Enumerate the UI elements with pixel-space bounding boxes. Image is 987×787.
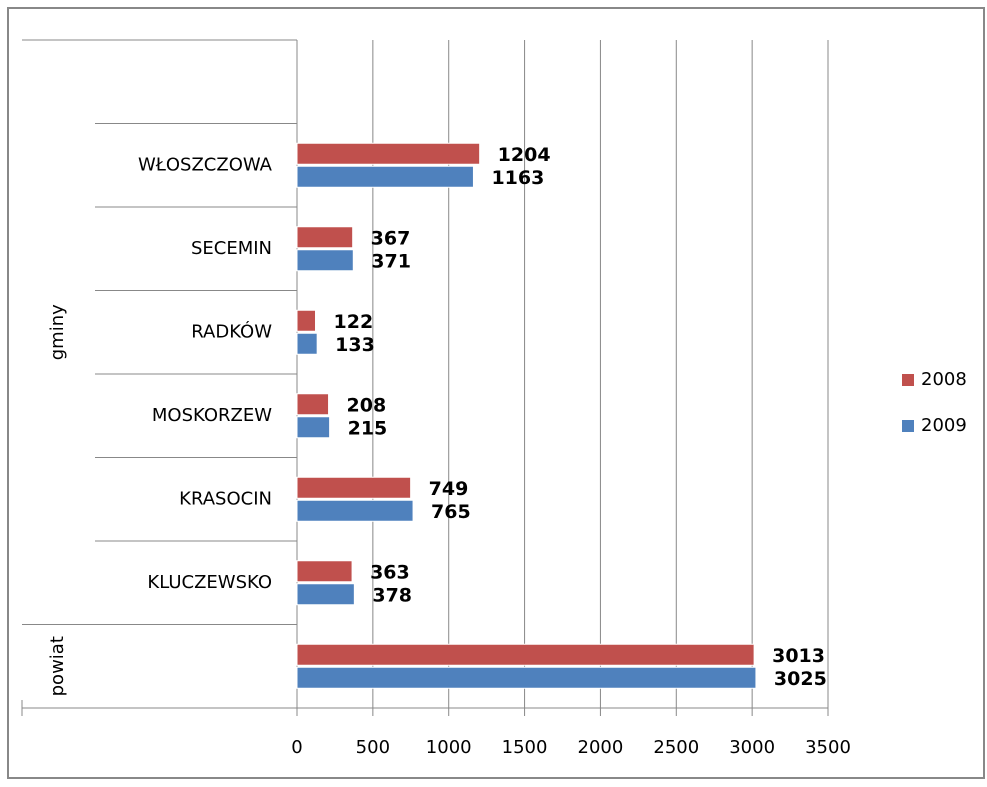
- data-label: 1163: [491, 167, 544, 189]
- data-label: 367: [371, 227, 411, 249]
- legend-swatch: [902, 374, 914, 386]
- x-tick-label: 0: [291, 737, 302, 758]
- x-tick-label: 500: [356, 737, 390, 758]
- data-label: 3025: [774, 668, 827, 690]
- bar: [296, 249, 354, 272]
- data-label: 122: [334, 311, 374, 333]
- bar: [296, 499, 414, 522]
- y-tick-label: SECEMIN: [191, 238, 272, 259]
- bar: [296, 476, 412, 499]
- x-tick-label: 1500: [502, 737, 548, 758]
- x-tick-label: 2000: [578, 737, 624, 758]
- x-tick-label: 2500: [653, 737, 699, 758]
- x-tick-label: 1000: [426, 737, 472, 758]
- bar: [296, 332, 318, 355]
- y-tick-label: KLUCZEWSKO: [147, 572, 272, 593]
- legend-label: 2008: [921, 369, 967, 390]
- data-label: 378: [372, 584, 412, 606]
- data-label: 3013: [772, 645, 825, 667]
- y-tick-label: WŁOSZCZOWA: [138, 154, 273, 175]
- bar: [296, 309, 317, 332]
- data-label: 765: [431, 501, 471, 523]
- bar: [296, 416, 331, 439]
- x-tick-label: 3500: [805, 737, 851, 758]
- bar: [296, 643, 755, 666]
- bar: [296, 165, 474, 188]
- data-label: 208: [347, 394, 387, 416]
- bar: [296, 666, 757, 689]
- bar: [296, 560, 353, 583]
- x-tick-label: 3000: [729, 737, 775, 758]
- y-tick-label: KRASOCIN: [179, 488, 272, 509]
- y-tick-label: RADKÓW: [191, 320, 272, 342]
- data-label: 1204: [498, 144, 551, 166]
- group-label: powiat: [47, 636, 68, 696]
- legend-swatch: [902, 420, 914, 432]
- data-label: 215: [348, 417, 388, 439]
- bar: [296, 393, 330, 416]
- group-label: gminy: [47, 304, 68, 360]
- data-label: 371: [371, 250, 411, 272]
- data-label: 133: [335, 334, 375, 356]
- y-tick-label: MOSKORZEW: [152, 405, 272, 426]
- bar: [296, 583, 355, 606]
- bar: [296, 142, 481, 165]
- data-label: 749: [429, 478, 469, 500]
- legend-label: 2009: [921, 415, 967, 436]
- bar: [296, 226, 354, 249]
- data-label: 363: [370, 561, 410, 583]
